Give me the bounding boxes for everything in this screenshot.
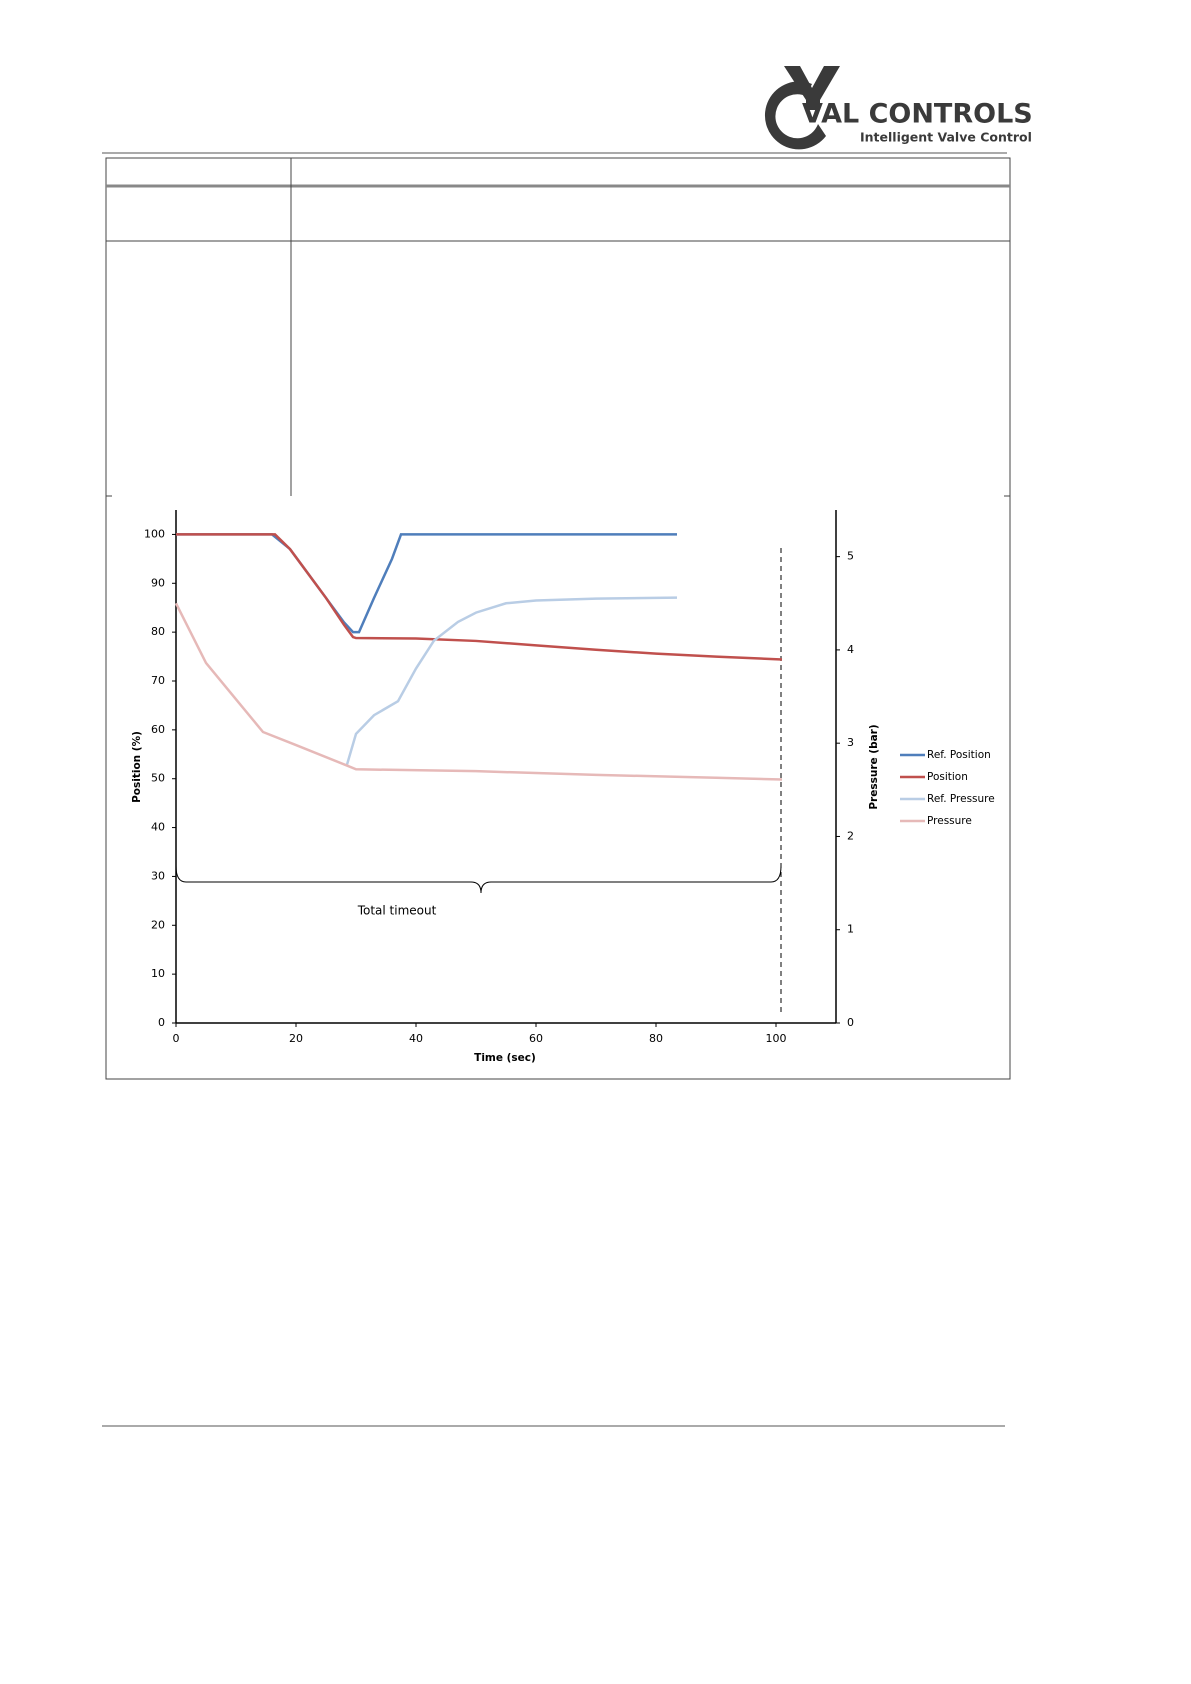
logo-tagline: Intelligent Valve Control <box>860 130 1032 145</box>
x-tick-label: 100 <box>766 1032 787 1045</box>
x-axis-label: Time (sec) <box>474 1052 536 1064</box>
y2-tick-label: 3 <box>847 736 854 749</box>
y-axis-label: Position (%) <box>131 731 143 803</box>
logo-y <box>784 66 840 110</box>
series-line <box>174 602 783 781</box>
y-tick-label: 90 <box>151 576 165 589</box>
x-tick-label: 20 <box>289 1032 303 1045</box>
y-tick-label: 80 <box>151 625 165 638</box>
logo-name: VAL CONTROLS <box>802 99 1033 130</box>
y-tick-label: 10 <box>151 967 165 980</box>
series-line <box>176 533 783 661</box>
y-tick-label: 0 <box>158 1016 165 1029</box>
brace <box>175 865 782 894</box>
y-tick-label: 20 <box>151 918 165 931</box>
y2-tick-label: 0 <box>847 1016 854 1029</box>
table-border <box>105 157 1011 1080</box>
y-tick-label: 100 <box>144 527 165 540</box>
x-tick-label: 60 <box>529 1032 543 1045</box>
y2-axis-label: Pressure (bar) <box>868 724 880 809</box>
y-tick-label: 50 <box>151 772 165 785</box>
series-line <box>345 596 678 765</box>
chart: Total timeout Time (sec) Position (%) Pr… <box>131 510 995 1064</box>
legend-label: Pressure <box>927 815 972 827</box>
legend-label: Position <box>927 771 968 783</box>
logo-c <box>764 81 826 150</box>
annotation: Total timeout <box>357 904 437 918</box>
y-tick-label: 30 <box>151 869 165 882</box>
series-line <box>176 533 677 634</box>
legend-label: Ref. Position <box>927 749 991 761</box>
y-tick-label: 40 <box>151 821 165 834</box>
y-tick-label: 60 <box>151 723 165 736</box>
legend-label: Ref. Pressure <box>927 793 995 805</box>
y2-tick-label: 1 <box>847 923 854 936</box>
y2-tick-label: 5 <box>847 550 854 563</box>
x-tick-label: 0 <box>173 1032 180 1045</box>
x-tick-label: 40 <box>409 1032 423 1045</box>
x-tick-label: 80 <box>649 1032 663 1045</box>
y2-tick-label: 4 <box>847 643 854 656</box>
logo: VAL CONTROLS Intelligent Valve Control <box>764 66 1033 150</box>
y-tick-label: 70 <box>151 674 165 687</box>
y2-tick-label: 2 <box>847 829 854 842</box>
